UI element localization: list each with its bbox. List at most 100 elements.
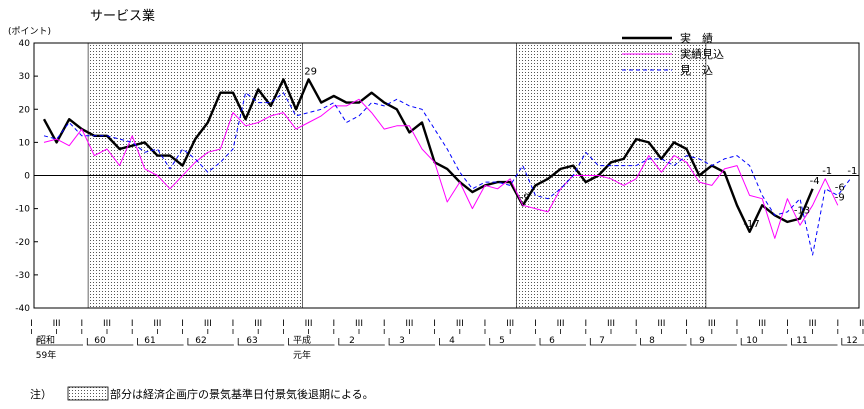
year-bracket xyxy=(36,338,83,346)
year-label: 9 xyxy=(699,336,705,346)
x-tick-label: I xyxy=(30,319,33,329)
year-label: 7 xyxy=(599,336,605,346)
year-bracket xyxy=(86,338,134,346)
chart-title: サービス業 xyxy=(90,8,155,24)
year-label: 平成 xyxy=(293,334,311,346)
y-tick-label: -30 xyxy=(15,271,30,281)
year-bracket xyxy=(690,338,737,346)
x-tick-label: III xyxy=(254,319,262,329)
x-tick-label: III xyxy=(153,319,161,329)
year-label: 2 xyxy=(349,336,355,346)
x-tick-label: I xyxy=(836,319,839,329)
x-tick-label: III xyxy=(758,319,766,329)
year-bracket xyxy=(338,338,385,346)
data-label: -13 xyxy=(794,206,810,217)
year-label: 4 xyxy=(449,336,455,346)
x-tick-label: I xyxy=(786,319,789,329)
year-label: 3 xyxy=(399,336,405,346)
year-label: 昭和 xyxy=(37,335,55,346)
x-tick-label: I xyxy=(232,319,235,329)
x-tick-label: I xyxy=(181,319,184,329)
data-label: -6 xyxy=(835,182,845,193)
x-tick-label: I xyxy=(484,319,487,329)
data-label: -1 xyxy=(847,166,857,177)
x-tick-label: III xyxy=(53,319,61,329)
x-tick-label: III xyxy=(557,319,565,329)
data-label: -9 xyxy=(835,192,845,203)
x-tick-label: I xyxy=(685,319,688,329)
series-line-2 xyxy=(43,92,851,256)
x-tick-label: III xyxy=(456,319,464,329)
y-tick-label: 30 xyxy=(19,72,31,82)
y-tick-label: 40 xyxy=(19,39,31,49)
data-label: -17 xyxy=(743,219,759,230)
y-tick-label: 20 xyxy=(19,105,31,115)
year-label: 6 xyxy=(549,336,555,346)
y-tick-label: -10 xyxy=(15,205,30,215)
year-bracket xyxy=(791,338,838,346)
x-tick-label: III xyxy=(103,319,111,329)
year-bracket xyxy=(589,338,637,346)
annotations: 29-9-17-13-4-1-9-6-1 xyxy=(304,66,857,229)
footnote: 注） 部分は経済企画庁の景気基準日付景気後退期による。 xyxy=(30,386,374,401)
x-tick-label: I xyxy=(282,319,285,329)
year-bracket xyxy=(288,338,335,346)
series-line-1 xyxy=(43,98,839,239)
x-tick-label: III xyxy=(607,319,615,329)
x-tick-label: III xyxy=(355,319,363,329)
year-bracket xyxy=(187,338,234,346)
year-label: 63 xyxy=(246,336,257,346)
legend-label-1: 実績見込 xyxy=(680,47,724,61)
year-bracket xyxy=(740,338,788,346)
year-label: 11 xyxy=(796,336,807,346)
series-line-0 xyxy=(42,78,814,234)
data-label: 29 xyxy=(304,66,317,77)
legend-label-2: 見 込 xyxy=(680,64,713,77)
y-tick-label: 0 xyxy=(24,172,30,182)
x-tick-label: I xyxy=(332,319,335,329)
year-label: 元年 xyxy=(293,349,311,361)
year-label: 59年 xyxy=(36,349,56,361)
x-tick-label: I xyxy=(383,319,386,329)
year-label: 10 xyxy=(746,336,758,346)
x-tick-label: I xyxy=(584,319,587,329)
data-label: -4 xyxy=(810,176,820,187)
x-tick-label: I xyxy=(534,319,537,329)
year-bracket xyxy=(539,338,586,346)
x-tick-label: III xyxy=(859,319,864,329)
year-label: 61 xyxy=(144,336,155,346)
x-tick-label: III xyxy=(809,319,817,329)
x-tick-label: III xyxy=(506,319,514,329)
data-label: -1 xyxy=(822,166,832,177)
year-label: 8 xyxy=(649,336,655,346)
y-tick-label: 10 xyxy=(19,138,31,148)
x-tick-label: III xyxy=(305,319,313,329)
x-tick-label: III xyxy=(708,319,716,329)
x-tick-label: I xyxy=(80,319,83,329)
x-tick-label: I xyxy=(433,319,436,329)
footnote-shade-swatch xyxy=(67,386,109,401)
series xyxy=(42,78,851,256)
x-tick-label: III xyxy=(405,319,413,329)
data-label: -9 xyxy=(520,192,530,203)
year-bracket xyxy=(237,338,285,346)
x-tick-label: I xyxy=(736,319,739,329)
year-label: 12 xyxy=(846,336,857,346)
legend-label-0: 実 績 xyxy=(680,31,713,45)
year-label: 5 xyxy=(499,336,505,346)
year-bracket xyxy=(841,338,864,346)
y-tick-label: -40 xyxy=(15,304,30,314)
x-tick-label: I xyxy=(635,319,638,329)
footnote-label: 注） xyxy=(30,387,52,401)
year-label: 60 xyxy=(94,336,106,346)
y-tick-label: -20 xyxy=(15,238,30,248)
year-bracket xyxy=(640,338,687,346)
year-bracket xyxy=(137,338,184,346)
x-tick-label: III xyxy=(204,319,212,329)
year-label: 62 xyxy=(195,336,206,346)
year-bracket xyxy=(438,338,486,346)
x-tick-label: I xyxy=(131,319,134,329)
